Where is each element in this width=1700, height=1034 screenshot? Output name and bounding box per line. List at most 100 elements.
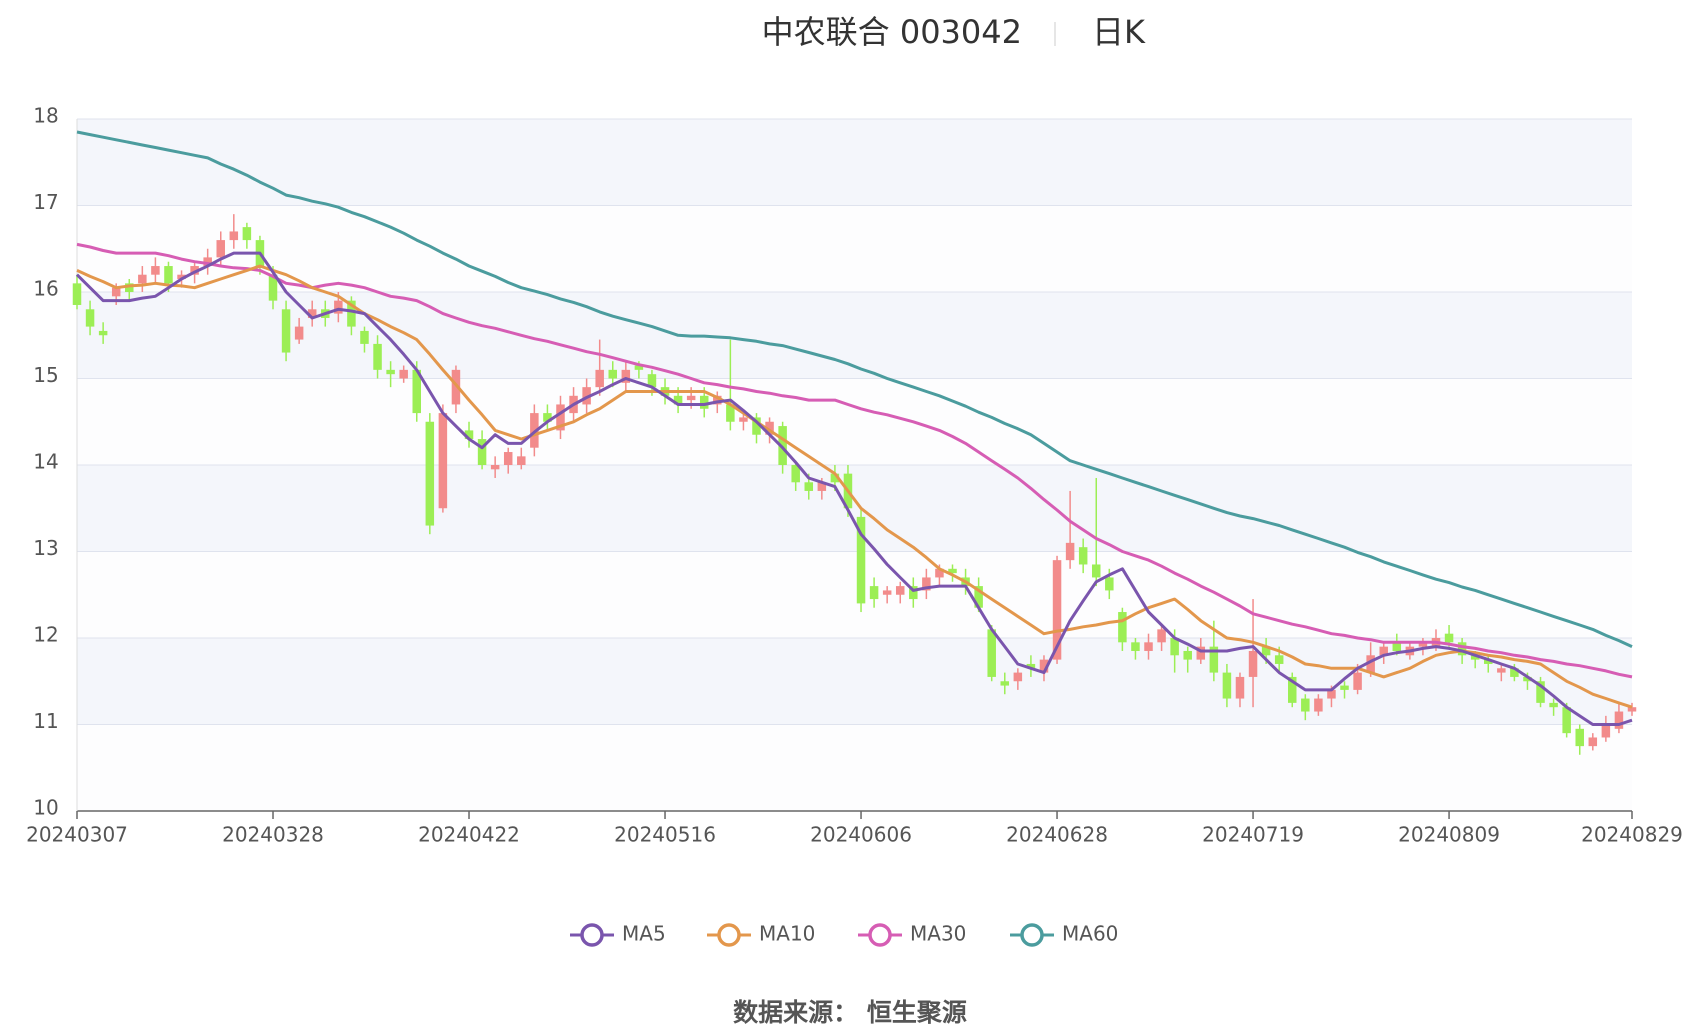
candle-body [778, 426, 787, 465]
candle-body [1039, 659, 1049, 673]
candle-body [85, 309, 95, 327]
candle-body [713, 395, 722, 405]
candle-body [1366, 655, 1375, 673]
candle-body [882, 590, 892, 595]
grid-band [77, 551, 1632, 638]
candle-body [673, 395, 683, 405]
y-tick-label: 18 [33, 104, 58, 128]
candle-body [229, 231, 239, 241]
candle-body [1353, 672, 1362, 690]
candle-body [111, 287, 121, 297]
y-tick-label: 14 [33, 450, 58, 474]
legend-swatch [1020, 923, 1044, 947]
candle-body [922, 577, 931, 591]
candle-body [72, 283, 82, 305]
candle-body [1627, 707, 1637, 712]
candle-body [334, 300, 343, 314]
candle-body [216, 240, 225, 258]
candle-body [464, 430, 474, 440]
candle-body [1588, 737, 1598, 747]
candle-body [1065, 542, 1075, 561]
candle-body [739, 417, 748, 422]
legend-item: MA30 [858, 922, 966, 947]
grid-band [77, 638, 1632, 725]
grid-band [77, 378, 1632, 465]
chart-subtitle: 日K [1092, 13, 1146, 51]
legend-swatch [868, 923, 892, 947]
candle-body [1340, 685, 1349, 690]
candle-body [242, 227, 252, 241]
x-tick-label: 20240307 [26, 823, 128, 847]
candle-body [151, 266, 160, 275]
candle-body [477, 439, 487, 465]
candle-body [1235, 676, 1245, 699]
candle-body [138, 274, 147, 284]
candle-body [451, 369, 461, 405]
y-tick-label: 13 [33, 536, 58, 560]
y-tick-label: 11 [33, 709, 58, 733]
candle-body [503, 452, 513, 465]
x-tick-label: 20240328 [222, 823, 324, 847]
candle-body [1510, 668, 1519, 677]
candle-body [556, 404, 565, 431]
candle-body [974, 586, 983, 608]
candle-body [412, 369, 421, 414]
candle-body [1000, 681, 1010, 686]
y-tick-label: 12 [33, 623, 58, 647]
candle-body [177, 274, 186, 280]
candle-body [1131, 642, 1140, 651]
chart-title: 中农联合 003042 [762, 13, 1022, 51]
candle-body [1261, 646, 1271, 656]
candle-body [164, 266, 173, 284]
source-note: 数据来源： 恒生聚源 [733, 998, 967, 1027]
candle-body [1013, 672, 1023, 682]
candle-body [1170, 638, 1179, 656]
candle-body [1327, 689, 1336, 699]
y-tick-label: 10 [33, 796, 58, 820]
candle-body [1444, 633, 1454, 643]
grid-band [77, 119, 1632, 206]
candle-body [699, 395, 709, 409]
ma-line [75, 251, 1633, 726]
legend-label: MA60 [1062, 922, 1118, 946]
candle-body [490, 465, 500, 470]
x-tick-label: 20240719 [1202, 823, 1304, 847]
candle-body [1392, 642, 1402, 651]
x-tick-label: 20240829 [1581, 823, 1683, 847]
x-tick-label: 20240422 [418, 823, 520, 847]
candle-body [373, 343, 382, 370]
candle-body [517, 456, 526, 465]
candle-body [1196, 646, 1206, 660]
candle-body [307, 309, 317, 318]
candle-body [1052, 560, 1062, 660]
candle-body [1379, 646, 1388, 656]
candle-body [1183, 650, 1192, 660]
candle-body [817, 482, 827, 491]
ma-line [76, 130, 1633, 648]
candle-body [752, 417, 761, 435]
grid-band [77, 465, 1632, 552]
candle-body [268, 274, 278, 301]
candle-body [1301, 698, 1310, 712]
candle-body [98, 330, 108, 336]
candle-body [765, 421, 774, 435]
candle-body [1470, 655, 1480, 660]
candle-body [1144, 642, 1153, 651]
candle-body [386, 369, 395, 375]
candle-body [804, 482, 814, 491]
x-tick-label: 20240516 [614, 823, 716, 847]
candle-body [895, 586, 905, 595]
candle-body [909, 586, 918, 600]
candle-body [347, 300, 356, 327]
candle-body [1614, 711, 1624, 729]
legend-item: MA10 [707, 922, 815, 947]
legend-label: MA10 [759, 922, 815, 946]
candle-body [1248, 650, 1258, 677]
candle-body [686, 395, 696, 401]
legend-label: MA5 [622, 922, 666, 946]
legend-swatch [580, 923, 604, 947]
candle-body [425, 421, 435, 526]
grid-band [77, 724, 1632, 811]
candle-body [647, 374, 657, 388]
x-tick-label: 20240606 [810, 823, 912, 847]
